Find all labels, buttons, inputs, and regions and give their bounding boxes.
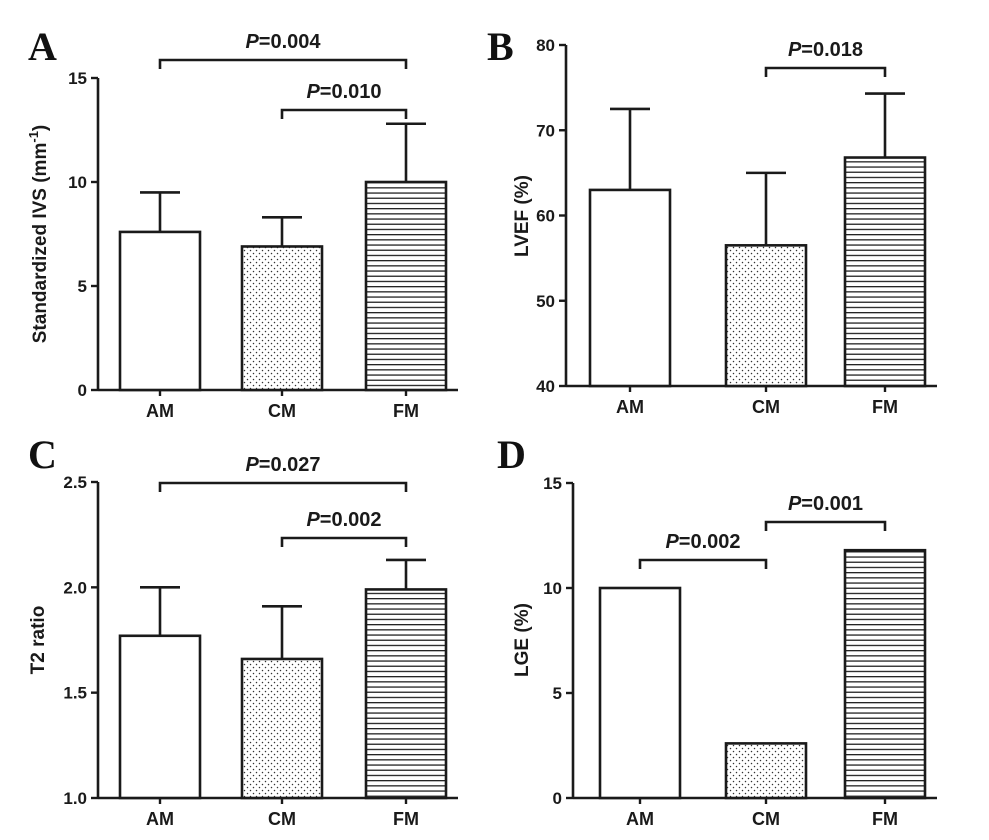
significance-bracket — [280, 536, 408, 547]
x-tick-label-fm: FM — [393, 809, 419, 829]
y-tick-label: 5 — [553, 684, 562, 703]
p-value-label: P=0.002 — [665, 531, 740, 553]
significance-bracket — [638, 558, 768, 569]
x-tick-label-cm: CM — [268, 401, 296, 421]
y-tick-label: 1.5 — [63, 684, 87, 703]
panel-c: C 1.0 1.5 2.0 2.5 AM CM FM T2 ratio P=0.027 P=0.00… — [28, 432, 458, 829]
y-axis-label: LVEF (%) — [512, 175, 533, 257]
panel-letter: D — [497, 432, 526, 477]
y-tick-label: 5 — [78, 277, 87, 296]
y-tick-label: 10 — [543, 579, 562, 598]
y-tick-label: 2.0 — [63, 578, 87, 597]
significance-bracket — [158, 58, 408, 69]
p-value-label: P=0.027 — [245, 454, 320, 476]
bar-cm — [724, 244, 808, 388]
significance-bracket — [764, 66, 887, 77]
panel-a: A 0 5 10 15 AM CM FM Standardized IVS (mm-1) P=0.… — [26, 24, 458, 421]
x-tick-label-am: AM — [146, 401, 174, 421]
x-tick-label-fm: FM — [872, 397, 898, 417]
p-value-label: P=0.018 — [788, 39, 863, 61]
x-tick-label-cm: CM — [268, 809, 296, 829]
y-axis-label: Standardized IVS (mm-1) — [26, 125, 51, 344]
x-tick-label-am: AM — [616, 397, 644, 417]
significance-bracket — [280, 108, 408, 119]
y-tick-label: 40 — [536, 377, 555, 396]
panel-d: D 0 5 10 15 AM CM FM LGE (%) P=0.002 P=0.001 — [497, 432, 937, 829]
bar-am — [598, 586, 682, 800]
x-tick-label-fm: FM — [872, 809, 898, 829]
bar-fm — [364, 588, 448, 800]
y-tick-label: 80 — [536, 36, 555, 55]
x-tick-label-fm: FM — [393, 401, 419, 421]
significance-bracket — [158, 481, 408, 492]
y-tick-label: 15 — [543, 474, 562, 493]
significance-bracket — [764, 520, 887, 531]
bar-cm — [240, 245, 324, 392]
y-tick-label: 0 — [78, 381, 87, 400]
panel-letter: A — [28, 24, 57, 69]
x-tick-label-cm: CM — [752, 397, 780, 417]
y-tick-label: 1.0 — [63, 789, 87, 808]
y-tick-label: 60 — [536, 207, 555, 226]
y-tick-label: 70 — [536, 121, 555, 140]
p-value-label: P=0.001 — [788, 493, 863, 515]
bar-fm — [843, 548, 927, 800]
y-tick-label: 0 — [553, 789, 562, 808]
panel-letter: C — [28, 432, 57, 477]
y-tick-label: 10 — [68, 173, 87, 192]
x-tick-label-am: AM — [626, 809, 654, 829]
bar-cm — [240, 657, 324, 800]
bar-am — [588, 188, 672, 388]
panel-b: B 40 50 60 70 80 AM CM FM LVEF (%) P=0.018 — [487, 24, 937, 417]
x-tick-label-cm: CM — [752, 809, 780, 829]
bar-am — [118, 230, 202, 392]
bar-cm — [724, 742, 808, 800]
p-value-label: P=0.004 — [245, 31, 321, 53]
y-axis-label: LGE (%) — [512, 603, 533, 677]
p-value-label: P=0.002 — [306, 509, 381, 531]
y-axis-label: T2 ratio — [28, 606, 49, 675]
bar-am — [118, 634, 202, 800]
y-tick-label: 2.5 — [63, 473, 87, 492]
bar-fm — [843, 156, 927, 388]
y-tick-label: 50 — [536, 292, 555, 311]
bar-fm — [364, 180, 448, 392]
p-value-label: P=0.010 — [306, 81, 381, 103]
y-tick-label: 15 — [68, 69, 87, 88]
panel-letter: B — [487, 24, 514, 69]
x-tick-label-am: AM — [146, 809, 174, 829]
